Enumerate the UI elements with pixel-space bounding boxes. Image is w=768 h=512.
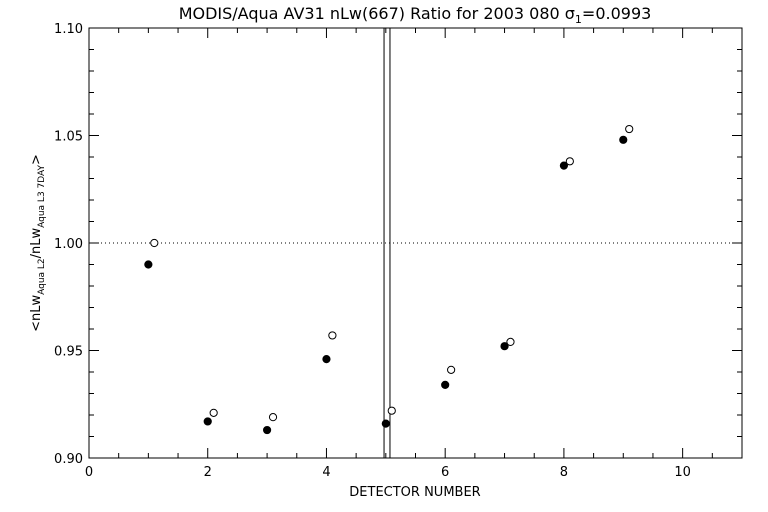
ylabel-open: <nLw	[29, 295, 44, 332]
x-tick-label: 2	[204, 465, 212, 480]
y-tick-label: 1.05	[54, 130, 83, 145]
plot-frame	[88, 27, 743, 459]
data-point-open	[506, 337, 515, 346]
data-point-filled	[500, 342, 509, 351]
y-tick-label: 1.10	[54, 22, 83, 37]
ylabel-close: >	[29, 154, 44, 165]
data-point-filled	[441, 380, 450, 389]
data-point-filled	[203, 417, 212, 426]
title-value: =0.0993	[582, 4, 651, 23]
ylabel-sub2: Aqua L3 7DAY	[37, 165, 47, 228]
marks-layer	[144, 124, 634, 435]
data-point-open	[328, 331, 337, 340]
data-point-filled	[144, 260, 153, 269]
y-axis-title: <nLwAqua L2/nLwAqua L3 7DAY>	[29, 154, 47, 332]
data-point-open	[387, 406, 396, 415]
data-point-filled	[322, 355, 331, 364]
title-sigma-sub: 1	[575, 13, 582, 26]
data-point-open	[447, 365, 456, 374]
x-tick-label: 8	[560, 465, 568, 480]
data-point-filled	[262, 425, 272, 435]
data-point-filled	[619, 135, 628, 144]
chart-title: MODIS/Aqua AV31 nLw(667) Ratio for 2003 …	[179, 4, 652, 26]
data-point-open	[268, 413, 278, 422]
x-tick-label: 0	[85, 465, 93, 480]
data-point-open	[565, 157, 574, 166]
data-point-open	[625, 124, 634, 134]
y-tick-label: 0.95	[54, 345, 83, 360]
x-axis-title: DETECTOR NUMBER	[349, 485, 480, 500]
grid-layer	[89, 28, 742, 458]
x-tick-label: 6	[441, 465, 449, 480]
ylabel-slash: /nLw	[29, 227, 44, 258]
data-point-filled	[381, 419, 390, 428]
data-point-open	[209, 408, 218, 417]
y-tick-label: 0.90	[54, 452, 83, 467]
x-tick-label: 10	[674, 465, 691, 480]
title-main: MODIS/Aqua AV31 nLw(667) Ratio for 2003 …	[179, 4, 565, 23]
data-point-filled	[559, 161, 569, 170]
ticks-layer: 0 2 4 6 8 10 0.90 0.95 1.00 1.05 1.10	[54, 22, 743, 480]
data-point-open	[150, 238, 159, 248]
x-tick-label: 4	[322, 465, 330, 480]
ylabel-sub1: Aqua L2	[37, 258, 47, 295]
y-tick-label: 1.00	[54, 237, 83, 252]
title-sigma: σ	[565, 4, 575, 23]
